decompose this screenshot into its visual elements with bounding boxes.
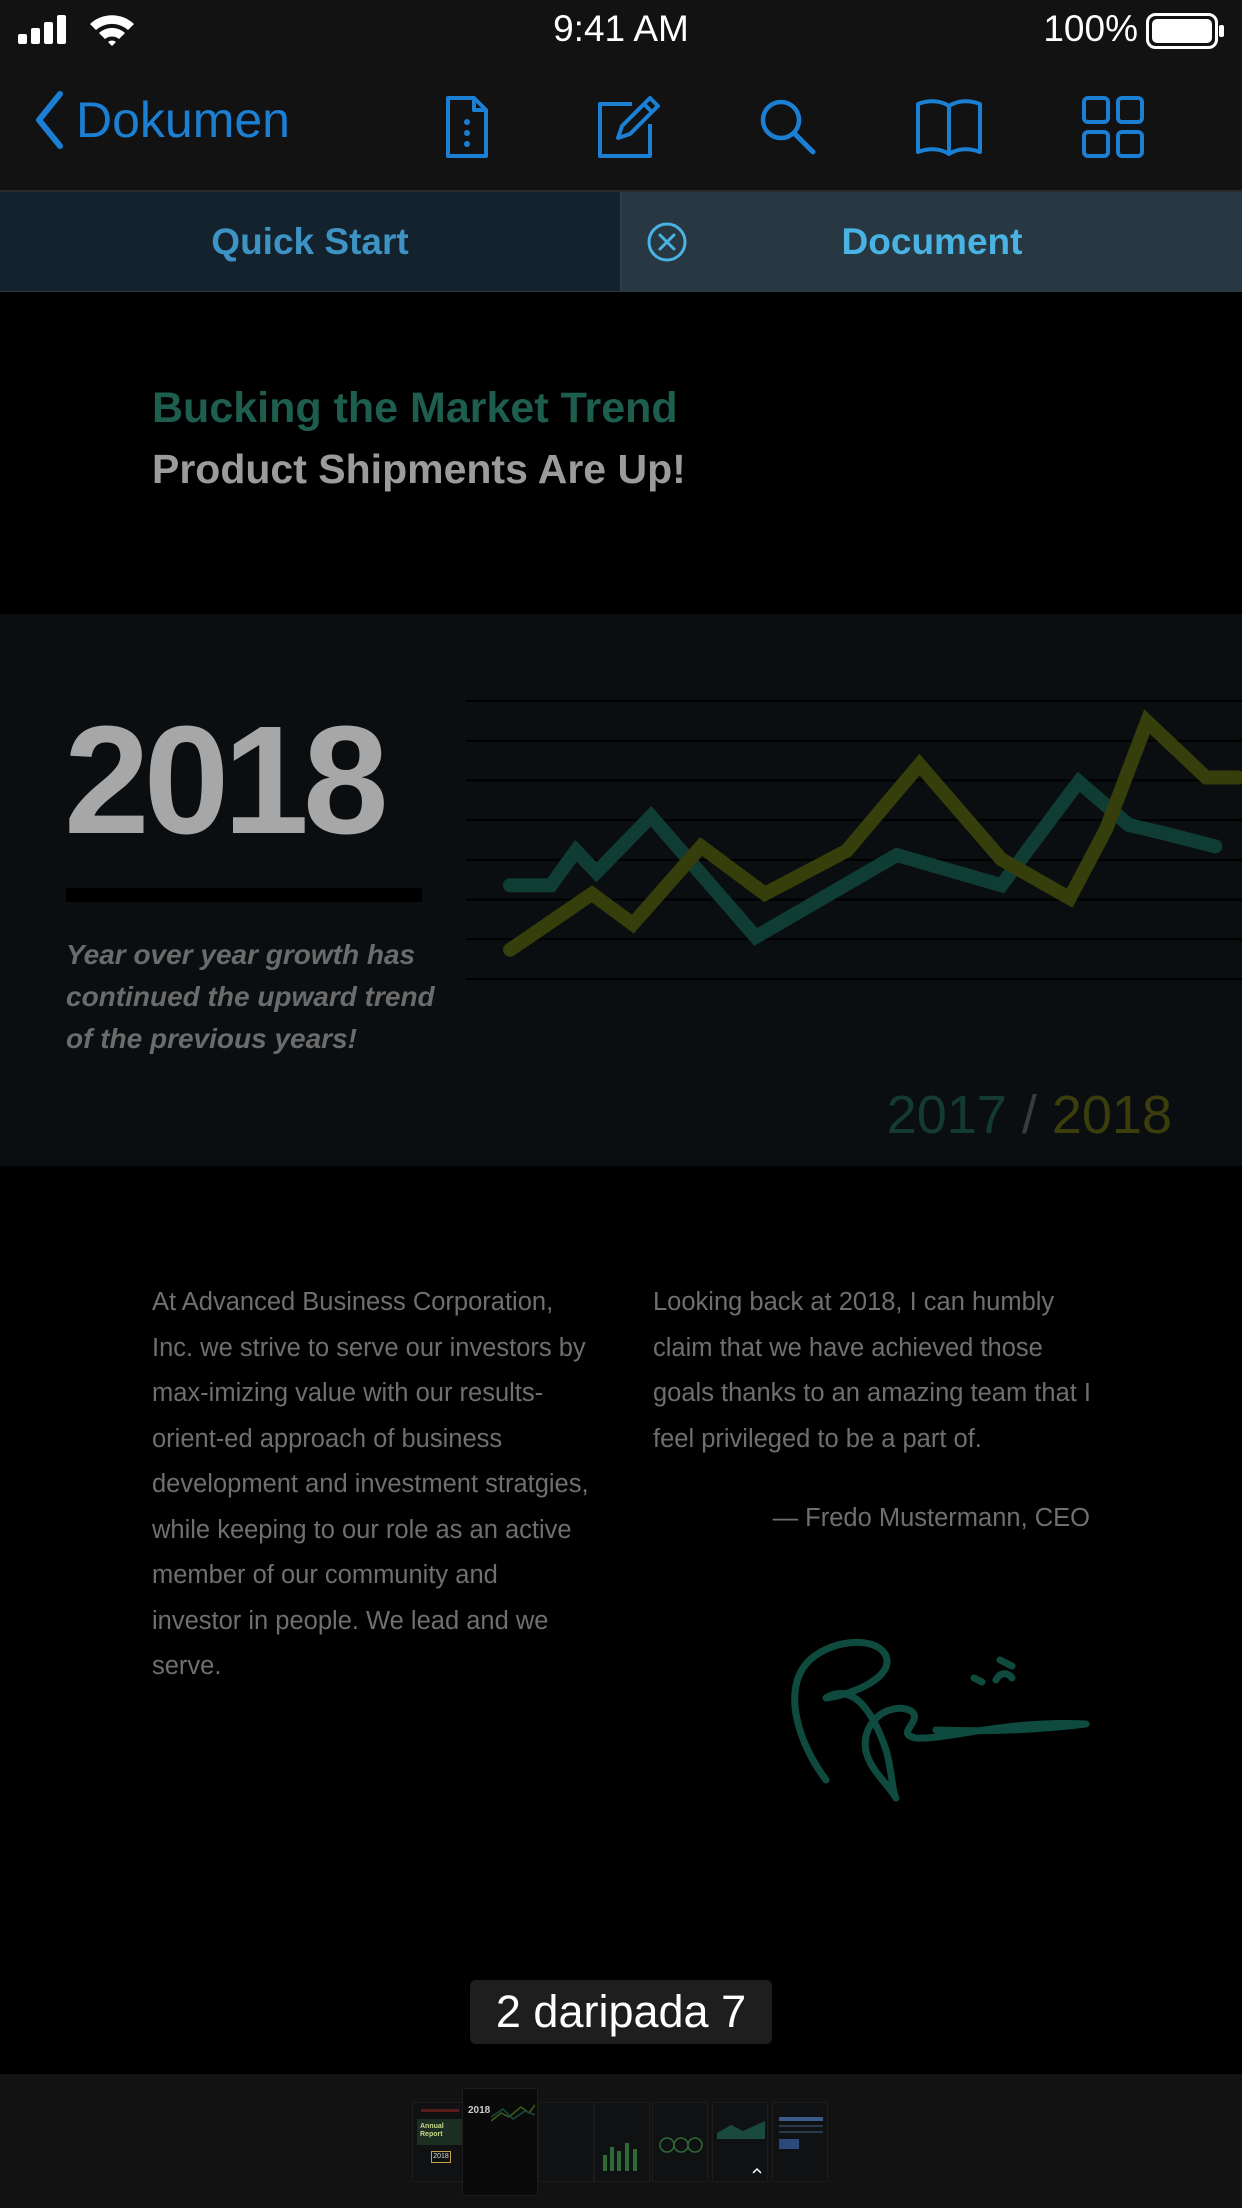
page-indicator: 2 daripada 7	[470, 1980, 772, 2044]
divider	[66, 888, 422, 902]
page-thumbnail[interactable]	[772, 2102, 828, 2182]
chart-legend: 2017 / 2018	[887, 1084, 1172, 1146]
reader-view-icon[interactable]	[914, 92, 984, 162]
wifi-icon	[90, 15, 134, 46]
document-tab-bar: Quick Start Document	[0, 192, 1242, 292]
featured-year: 2018	[64, 694, 389, 866]
chart-caption: Year over year growth has continued the …	[66, 939, 435, 1054]
ceo-text: Looking back at 2018, I can humbly claim…	[653, 1288, 1092, 1453]
battery-percentage: 100%	[1043, 8, 1138, 49]
search-icon[interactable]	[753, 92, 823, 162]
page-thumbnail-current[interactable]: 2018	[462, 2088, 538, 2196]
intro-paragraph: At Advanced Business Corporation, Inc. w…	[152, 1280, 592, 1690]
status-bar: 9:41 AM 100%	[0, 0, 1242, 62]
close-tab-icon[interactable]	[646, 221, 688, 263]
back-button-label: Dokumen	[76, 92, 290, 148]
thumbnail-form	[779, 2117, 823, 2149]
annotate-icon[interactable]	[592, 92, 662, 162]
thumbnail-area-chart	[717, 2121, 765, 2174]
tab-label: Quick Start	[211, 220, 409, 262]
thumbnail-header-bar	[421, 2109, 459, 2112]
legend-2017: 2017	[886, 1085, 1007, 1145]
intro-text: At Advanced Business Corporation, Inc. w…	[152, 1288, 589, 1680]
document-page[interactable]: Bucking the Market Trend Product Shipmen…	[0, 292, 1242, 2012]
document-heading: Bucking the Market Trend	[152, 384, 678, 432]
thumbnails-grid-icon[interactable]	[1078, 92, 1148, 162]
legend-separator: /	[1021, 1085, 1037, 1145]
ceo-attribution: — Fredo Mustermann, CEO	[772, 1504, 1090, 1532]
series-line-2018	[503, 709, 1242, 957]
thumbnail-year: 2018	[468, 2105, 491, 2116]
legend-2018: 2018	[1051, 1085, 1172, 1145]
growth-line-chart	[466, 700, 1242, 980]
page-thumbnail[interactable]	[594, 2102, 650, 2182]
thumbnail-bars	[603, 2143, 637, 2171]
tab-label: Document	[841, 220, 1023, 262]
cellular-signal-icon	[18, 15, 66, 44]
document-info-icon[interactable]	[430, 92, 500, 162]
ceo-paragraph: Looking back at 2018, I can humbly claim…	[653, 1280, 1093, 1462]
back-button[interactable]: Dokumen	[34, 90, 290, 150]
navigation-bar: Dokumen	[0, 62, 1242, 192]
tab-quick-start[interactable]: Quick Start	[0, 192, 622, 291]
thumbnail-scrubber[interactable]: Annual Report 2018 2018	[0, 2074, 1242, 2208]
page-thumbnail[interactable]	[652, 2102, 708, 2182]
page-thumbnail[interactable]	[538, 2102, 594, 2182]
page-thumbnail[interactable]	[712, 2102, 768, 2182]
page-thumbnail[interactable]: Annual Report 2018	[412, 2102, 468, 2182]
clock: 9:41 AM	[553, 8, 689, 49]
thumbnail-year: 2018	[431, 2151, 451, 2163]
document-subheading: Product Shipments Are Up!	[152, 446, 686, 492]
tab-document[interactable]: Document	[622, 192, 1242, 291]
thumbnail-title: Annual Report	[417, 2119, 463, 2145]
battery-icon	[1146, 13, 1224, 49]
thumbnail-chart	[491, 2104, 535, 2122]
thumbnail-circles	[659, 2137, 703, 2153]
ceo-signature	[791, 1638, 1090, 1802]
growth-chart-section: 2018 Year over year growth has continued…	[0, 614, 1242, 1166]
series-line-2017	[503, 771, 1223, 946]
chevron-left-icon	[36, 91, 63, 149]
